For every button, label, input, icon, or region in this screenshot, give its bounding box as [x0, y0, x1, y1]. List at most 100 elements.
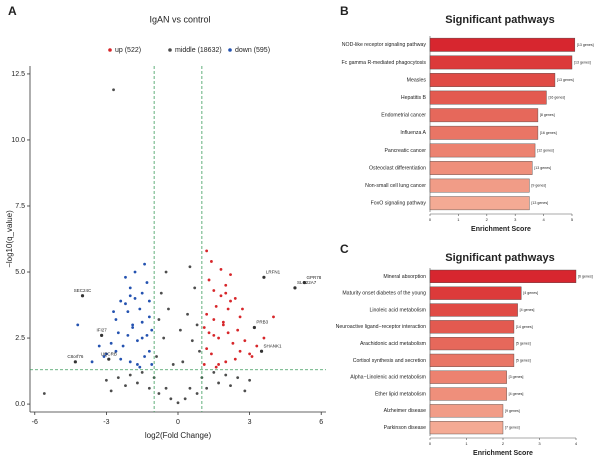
point	[238, 349, 242, 353]
y-tick-label: 0.0	[15, 401, 25, 408]
point	[150, 363, 154, 366]
point	[124, 275, 127, 279]
point	[133, 270, 137, 274]
point	[164, 386, 168, 390]
point	[143, 355, 146, 358]
legend-marker	[228, 48, 232, 52]
y-tick-label: 7.5	[15, 203, 25, 210]
point	[198, 349, 201, 353]
category-label: Hepatitis B	[401, 95, 427, 101]
point	[229, 384, 232, 387]
category-label: Non-small cell lung cancer	[365, 183, 426, 189]
point	[224, 283, 228, 287]
point	[226, 331, 230, 335]
point	[202, 363, 206, 366]
category-label: Linoleic acid metabolism	[369, 307, 426, 313]
point	[138, 365, 142, 369]
category-label: Influenza A	[400, 130, 426, 136]
point	[193, 286, 197, 290]
point	[236, 328, 240, 332]
bar	[429, 269, 577, 283]
point	[140, 336, 144, 340]
point-label: C8orf76	[67, 354, 84, 359]
bar	[429, 37, 576, 52]
point	[190, 339, 194, 343]
category-label: Measles	[407, 77, 427, 83]
labeled-point	[80, 294, 85, 298]
point	[248, 352, 252, 356]
bar	[429, 178, 530, 193]
bar	[429, 143, 536, 158]
point	[104, 352, 108, 356]
point	[205, 386, 209, 390]
category-label: Osteoclast differentiation	[369, 165, 426, 171]
panel-label: C	[340, 242, 349, 256]
x-tick-label: -6	[32, 419, 38, 426]
point	[217, 336, 220, 340]
x-tick-label: 4	[542, 217, 545, 222]
category-label: Arachidonic acid metabolism	[360, 341, 426, 347]
y-tick-label: 10.0	[11, 137, 25, 144]
bar	[429, 404, 504, 418]
point	[143, 262, 146, 266]
bar	[429, 196, 530, 211]
bar	[429, 303, 518, 317]
bar	[429, 55, 573, 70]
point	[233, 357, 237, 361]
x-tick-label: 1	[457, 217, 460, 222]
point	[90, 360, 94, 364]
x-tick-label: 0	[429, 441, 432, 446]
point	[124, 302, 127, 306]
point	[224, 291, 228, 295]
point	[112, 310, 115, 314]
point	[102, 355, 106, 358]
point	[214, 304, 218, 308]
gene-count: [13 genes]	[531, 201, 548, 205]
point	[212, 334, 216, 337]
x-tick-label: -3	[103, 419, 109, 426]
point	[140, 320, 144, 324]
labeled-point	[252, 325, 256, 330]
point	[178, 328, 182, 332]
point	[121, 344, 125, 348]
x-axis-label: log2(Fold Change)	[145, 431, 212, 440]
point	[212, 289, 216, 292]
gene-count: [16 genes]	[548, 96, 565, 100]
gene-count: [7 genes]	[505, 426, 520, 430]
chart-title: IgAN vs control	[149, 14, 210, 24]
point	[243, 389, 247, 393]
labeled-point	[302, 280, 307, 285]
point	[136, 363, 139, 366]
gene-count: [5 genes]	[516, 342, 531, 346]
x-axis-label: Enrichment Score	[471, 226, 531, 233]
point	[255, 344, 259, 348]
point-label: UQCRB	[101, 351, 117, 356]
bar	[429, 337, 515, 351]
x-tick-label: 3	[538, 441, 541, 446]
bar	[429, 161, 533, 175]
point	[207, 278, 211, 282]
point	[114, 349, 118, 353]
gene-count: [8 genes]	[540, 113, 555, 117]
point	[226, 307, 230, 311]
point	[136, 381, 139, 385]
point	[171, 363, 175, 366]
point	[128, 286, 132, 290]
point	[186, 312, 189, 316]
y-tick-label: 2.5	[15, 335, 25, 342]
point	[128, 360, 132, 364]
point	[262, 336, 266, 340]
legend-marker	[168, 48, 172, 52]
x-tick-label: 6	[319, 419, 323, 426]
bar	[429, 320, 515, 334]
point	[243, 339, 247, 343]
x-tick-label: 2	[502, 441, 505, 446]
y-tick-label: 5.0	[15, 269, 25, 276]
point	[272, 315, 275, 319]
bar	[429, 73, 556, 87]
gene-count: [4 genes]	[509, 392, 524, 396]
point	[147, 386, 151, 390]
category-label: NOD-like receptor signaling pathway	[342, 42, 427, 48]
category-label: Maturity onset diabetes of the young	[342, 291, 426, 297]
point	[128, 294, 132, 298]
